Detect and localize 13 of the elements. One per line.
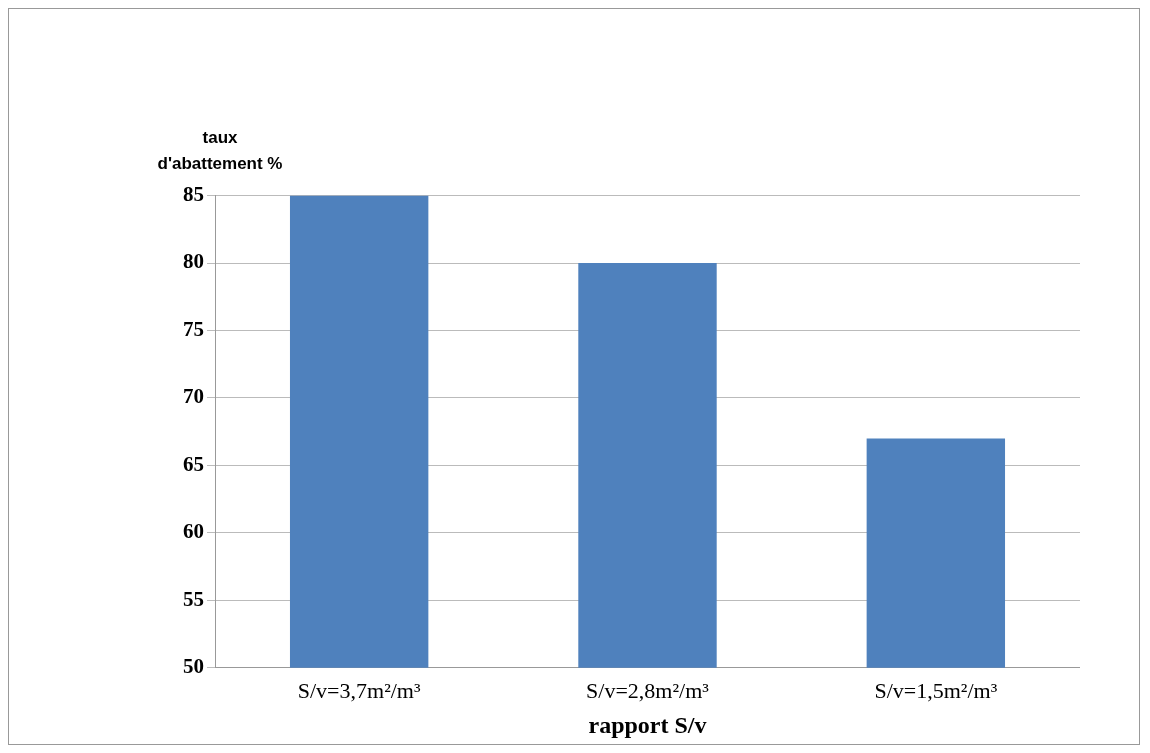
x-axis-title: rapport S/v [588, 711, 707, 738]
y-tick-label: 65 [183, 451, 204, 476]
x-tick-label: S/v=2,8m²/m³ [586, 677, 710, 703]
y-tick-label: 85 [183, 182, 204, 207]
y-tick-label: 50 [183, 654, 204, 679]
y-tick-label: 55 [183, 586, 204, 611]
y-axis-title: taux d'abattement % [156, 127, 284, 175]
x-tick-label: S/v=1,5m²/m³ [874, 677, 998, 703]
y-tick-label: 75 [183, 316, 204, 341]
x-tick-label: S/v=3,7m²/m³ [297, 677, 421, 703]
y-tick-label: 60 [183, 519, 204, 544]
y-tick-label: 70 [183, 384, 204, 409]
y-tick-label: 80 [183, 249, 204, 274]
